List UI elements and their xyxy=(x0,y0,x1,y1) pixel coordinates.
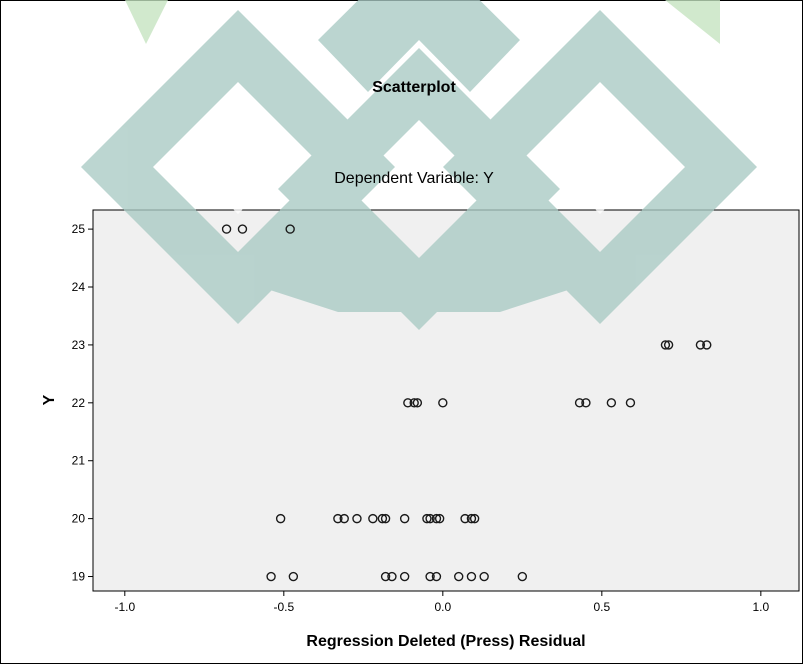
x-tick-label: 0.0 xyxy=(434,600,451,614)
data-point xyxy=(466,513,477,524)
y-tick-label: 21 xyxy=(72,454,86,468)
y-tick-label: 22 xyxy=(72,396,86,410)
x-tick-label: 1.0 xyxy=(752,600,769,614)
data-point xyxy=(285,224,295,234)
data-point xyxy=(431,513,442,524)
data-point xyxy=(352,513,362,524)
data-point xyxy=(399,513,410,524)
data-point xyxy=(574,398,585,408)
data-point xyxy=(454,571,464,582)
data-point xyxy=(466,571,477,582)
x-tick-label: -1.0 xyxy=(114,600,135,614)
chart-subtitle: Dependent Variable: Y xyxy=(334,170,494,187)
data-point xyxy=(380,513,391,524)
data-point xyxy=(403,398,413,408)
data-point xyxy=(409,398,419,408)
x-tick-label: 0.5 xyxy=(593,600,610,614)
data-point xyxy=(625,398,636,408)
y-tick-label: 20 xyxy=(72,512,86,526)
data-point xyxy=(581,398,591,408)
y-tick-label: 25 xyxy=(72,222,86,236)
data-point xyxy=(606,398,617,408)
y-tick-label: 19 xyxy=(72,570,86,584)
data-point xyxy=(275,513,286,524)
data-point xyxy=(237,224,248,234)
watermark-window-right xyxy=(553,120,647,214)
data-point xyxy=(479,571,489,582)
x-tick-label: -0.5 xyxy=(273,600,294,614)
y-tick-label: 24 xyxy=(72,280,86,294)
data-point xyxy=(469,513,480,524)
data-point xyxy=(377,513,388,524)
x-axis-label: Regression Deleted (Press) Residual xyxy=(306,633,585,650)
data-point xyxy=(412,398,423,408)
chart-title: Scatterplot xyxy=(372,79,456,96)
data-point xyxy=(387,571,397,582)
data-point xyxy=(660,340,671,350)
data-point xyxy=(425,571,435,582)
data-point xyxy=(368,513,378,524)
data-point xyxy=(517,571,528,582)
data-point xyxy=(399,571,410,582)
data-point xyxy=(425,513,435,524)
data-point xyxy=(438,398,448,408)
data-point xyxy=(460,513,470,524)
data-point xyxy=(431,571,442,582)
y-axis-label: Y xyxy=(41,394,58,405)
data-point xyxy=(266,571,276,582)
data-point xyxy=(663,340,674,350)
data-point xyxy=(422,513,432,524)
data-point xyxy=(702,340,712,350)
watermark-window-left xyxy=(191,120,285,214)
data-point xyxy=(380,571,391,582)
x-axis-ticks: -1.0 -0.5 0.0 0.5 1.0 xyxy=(114,591,770,614)
data-point xyxy=(221,224,232,234)
data-point xyxy=(339,513,349,524)
data-point xyxy=(695,340,706,350)
data-point xyxy=(288,571,299,582)
scatter-points xyxy=(221,224,712,582)
watermark-logo xyxy=(81,0,757,330)
data-point xyxy=(434,513,445,524)
y-axis-ticks: 19 20 21 22 23 24 25 xyxy=(72,222,93,584)
y-tick-label: 23 xyxy=(72,338,86,352)
data-point xyxy=(333,513,343,524)
